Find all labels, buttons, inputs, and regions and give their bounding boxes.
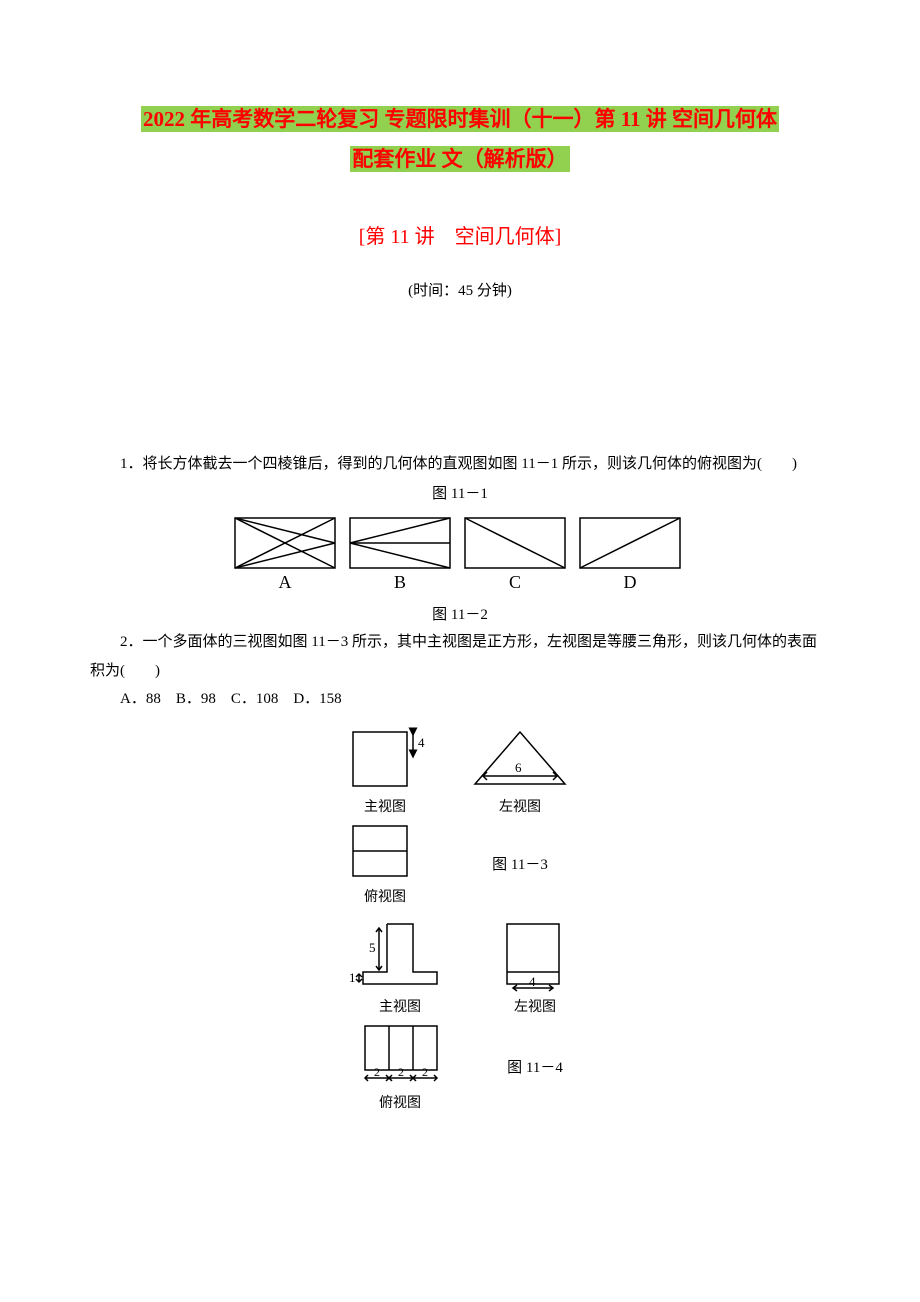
- question-1-text: 1．将长方体截去一个四棱锥后，得到的几何体的直观图如图 11－1 所示，则该几何…: [90, 450, 830, 479]
- choice-b-label: B: [394, 572, 406, 592]
- figure-11-3-label: 图 11－3: [492, 853, 548, 874]
- top-view-label-1: 俯视图: [364, 886, 406, 906]
- q3-front-view: 5 1 主视图: [345, 916, 455, 1016]
- doc-title: 2022 年高考数学二轮复习 专题限时集训（十一）第 11 讲 空间几何体 配套…: [90, 100, 830, 180]
- time-note: (时间：45 分钟): [90, 279, 830, 300]
- figure-11-4-label-cell: 图 11－4: [495, 1056, 575, 1077]
- figure-11-2-label: 图 11－2: [90, 603, 830, 624]
- left-view-label-2: 左视图: [514, 996, 556, 1016]
- dim-1: 1: [349, 970, 356, 985]
- q2-left-view: 6 左视图: [465, 724, 575, 816]
- dim-6: 6: [515, 760, 522, 775]
- figure-11-2: A B C D: [90, 513, 830, 593]
- title-line-2: 配套作业 文（解析版）: [350, 146, 569, 172]
- choice-a-label: A: [279, 572, 292, 592]
- q3-top-view: 2 2 2 俯视图: [345, 1022, 455, 1112]
- dim-2a: 2: [374, 1065, 380, 1079]
- front-view-label-2: 主视图: [379, 996, 421, 1016]
- front-view-label-1: 主视图: [364, 796, 406, 816]
- figure-11-4: 5 1 主视图 4 左视图: [90, 916, 830, 1112]
- dim-2b: 2: [398, 1065, 404, 1079]
- dim-2c: 2: [422, 1065, 428, 1079]
- q2-top-view: 俯视图: [345, 822, 425, 906]
- choice-c-label: C: [509, 572, 521, 592]
- question-2-text: 2．一个多面体的三视图如图 11－3 所示，其中主视图是正方形，左视图是等腰三角…: [90, 628, 830, 685]
- q2-front-view: 4 主视图: [345, 724, 425, 816]
- title-line-1: 2022 年高考数学二轮复习 专题限时集训（十一）第 11 讲 空间几何体: [141, 106, 779, 132]
- dim-4b: 4: [529, 974, 536, 989]
- figure-11-3-label-cell: 图 11－3: [465, 853, 575, 874]
- dim-5: 5: [369, 940, 376, 955]
- left-view-label-1: 左视图: [499, 796, 541, 816]
- lecture-title: [第 11 讲 空间几何体]: [90, 220, 830, 249]
- figure-11-4-label: 图 11－4: [507, 1056, 563, 1077]
- figure-11-1-label: 图 11－1: [90, 482, 830, 503]
- top-view-label-2: 俯视图: [379, 1092, 421, 1112]
- q3-left-view: 4 左视图: [495, 916, 575, 1016]
- dim-4: 4: [418, 735, 425, 750]
- figure-11-3: 4 主视图 6 左视图: [90, 724, 830, 906]
- question-2-options: A．88 B．98 C．108 D．158: [90, 685, 830, 714]
- choice-d-label: D: [624, 572, 637, 592]
